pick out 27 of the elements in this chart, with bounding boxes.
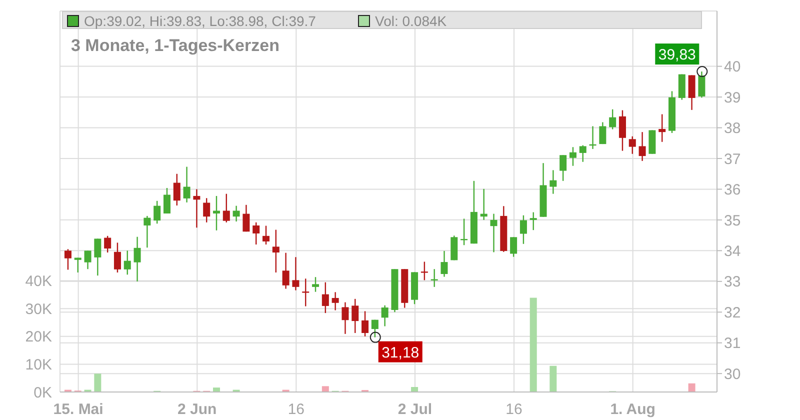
y2-tick-label: 30K <box>25 300 52 318</box>
y-tick-label: 39 <box>724 89 741 106</box>
y-tick-label: 35 <box>724 212 741 230</box>
y-tick-label: 37 <box>724 150 741 168</box>
y2-tick-label: 0K <box>34 384 52 402</box>
y-tick-label: 30 <box>724 366 741 383</box>
annotation: 31,18 <box>382 344 420 362</box>
y-tick-label: 34 <box>724 242 741 260</box>
x-tick-label: 15. Mai <box>53 401 104 418</box>
y2-tick-label: 40K <box>25 273 52 290</box>
y-tick-label: 33 <box>724 274 741 291</box>
x-tick-label: 1. Aug <box>610 401 656 418</box>
y-tick-label: 38 <box>724 120 741 138</box>
y-tick-label: 40 <box>724 58 741 76</box>
y2-tick-label: 20K <box>25 328 52 346</box>
annotation: 39,83 <box>658 46 696 64</box>
x-tick-label: 2 Jul <box>398 401 432 418</box>
y2-tick-label: 10K <box>25 356 52 374</box>
x-tick-label: 16 <box>288 401 305 418</box>
annotation: Op:39.02, Hi:39.83, Lo:38.98, Cl:39.7 <box>84 12 316 28</box>
x-tick-label: 2 Jun <box>178 401 217 418</box>
annotation: Vol: 0.084K <box>375 12 447 28</box>
y-tick-label: 31 <box>724 335 741 352</box>
x-tick-label: 16 <box>506 401 522 418</box>
text: 3 Monate, 1-Tages-Kerzen <box>71 36 280 56</box>
y-tick-label: 36 <box>724 182 741 199</box>
y-tick-label: 32 <box>724 304 741 322</box>
